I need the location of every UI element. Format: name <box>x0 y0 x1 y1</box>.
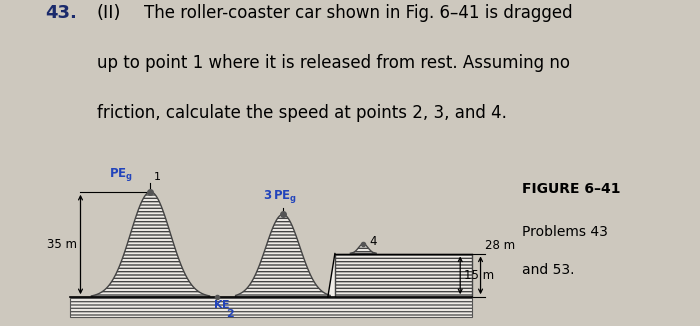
Text: 4: 4 <box>369 235 377 248</box>
Text: $\bf{3\,PE_g}$: $\bf{3\,PE_g}$ <box>263 188 298 205</box>
Text: 28 m: 28 m <box>485 239 515 252</box>
Text: $\bf{PE_g}$: $\bf{PE_g}$ <box>108 166 132 184</box>
Bar <box>70 297 472 317</box>
Text: The roller-coaster car shown in Fig. 6–41 is dragged: The roller-coaster car shown in Fig. 6–4… <box>144 4 572 22</box>
Polygon shape <box>92 192 209 297</box>
Text: 43.: 43. <box>46 4 78 22</box>
Polygon shape <box>350 244 377 254</box>
Text: up to point 1 where it is released from rest. Assuming no: up to point 1 where it is released from … <box>97 54 570 72</box>
Text: and 53.: and 53. <box>522 263 574 277</box>
Text: Problems 43: Problems 43 <box>522 225 608 239</box>
Polygon shape <box>335 254 472 297</box>
Text: 1: 1 <box>154 172 161 182</box>
Text: $\bf{2}$: $\bf{2}$ <box>225 307 234 319</box>
Text: 15 m: 15 m <box>464 269 494 282</box>
Text: FIGURE 6–41: FIGURE 6–41 <box>522 182 620 196</box>
Polygon shape <box>236 215 330 297</box>
Polygon shape <box>328 254 335 297</box>
Text: 35 m: 35 m <box>47 238 77 251</box>
Text: (II): (II) <box>97 4 121 22</box>
Text: friction, calculate the speed at points 2, 3, and 4.: friction, calculate the speed at points … <box>97 104 507 122</box>
Text: $\bf{KE}$: $\bf{KE}$ <box>213 298 230 310</box>
